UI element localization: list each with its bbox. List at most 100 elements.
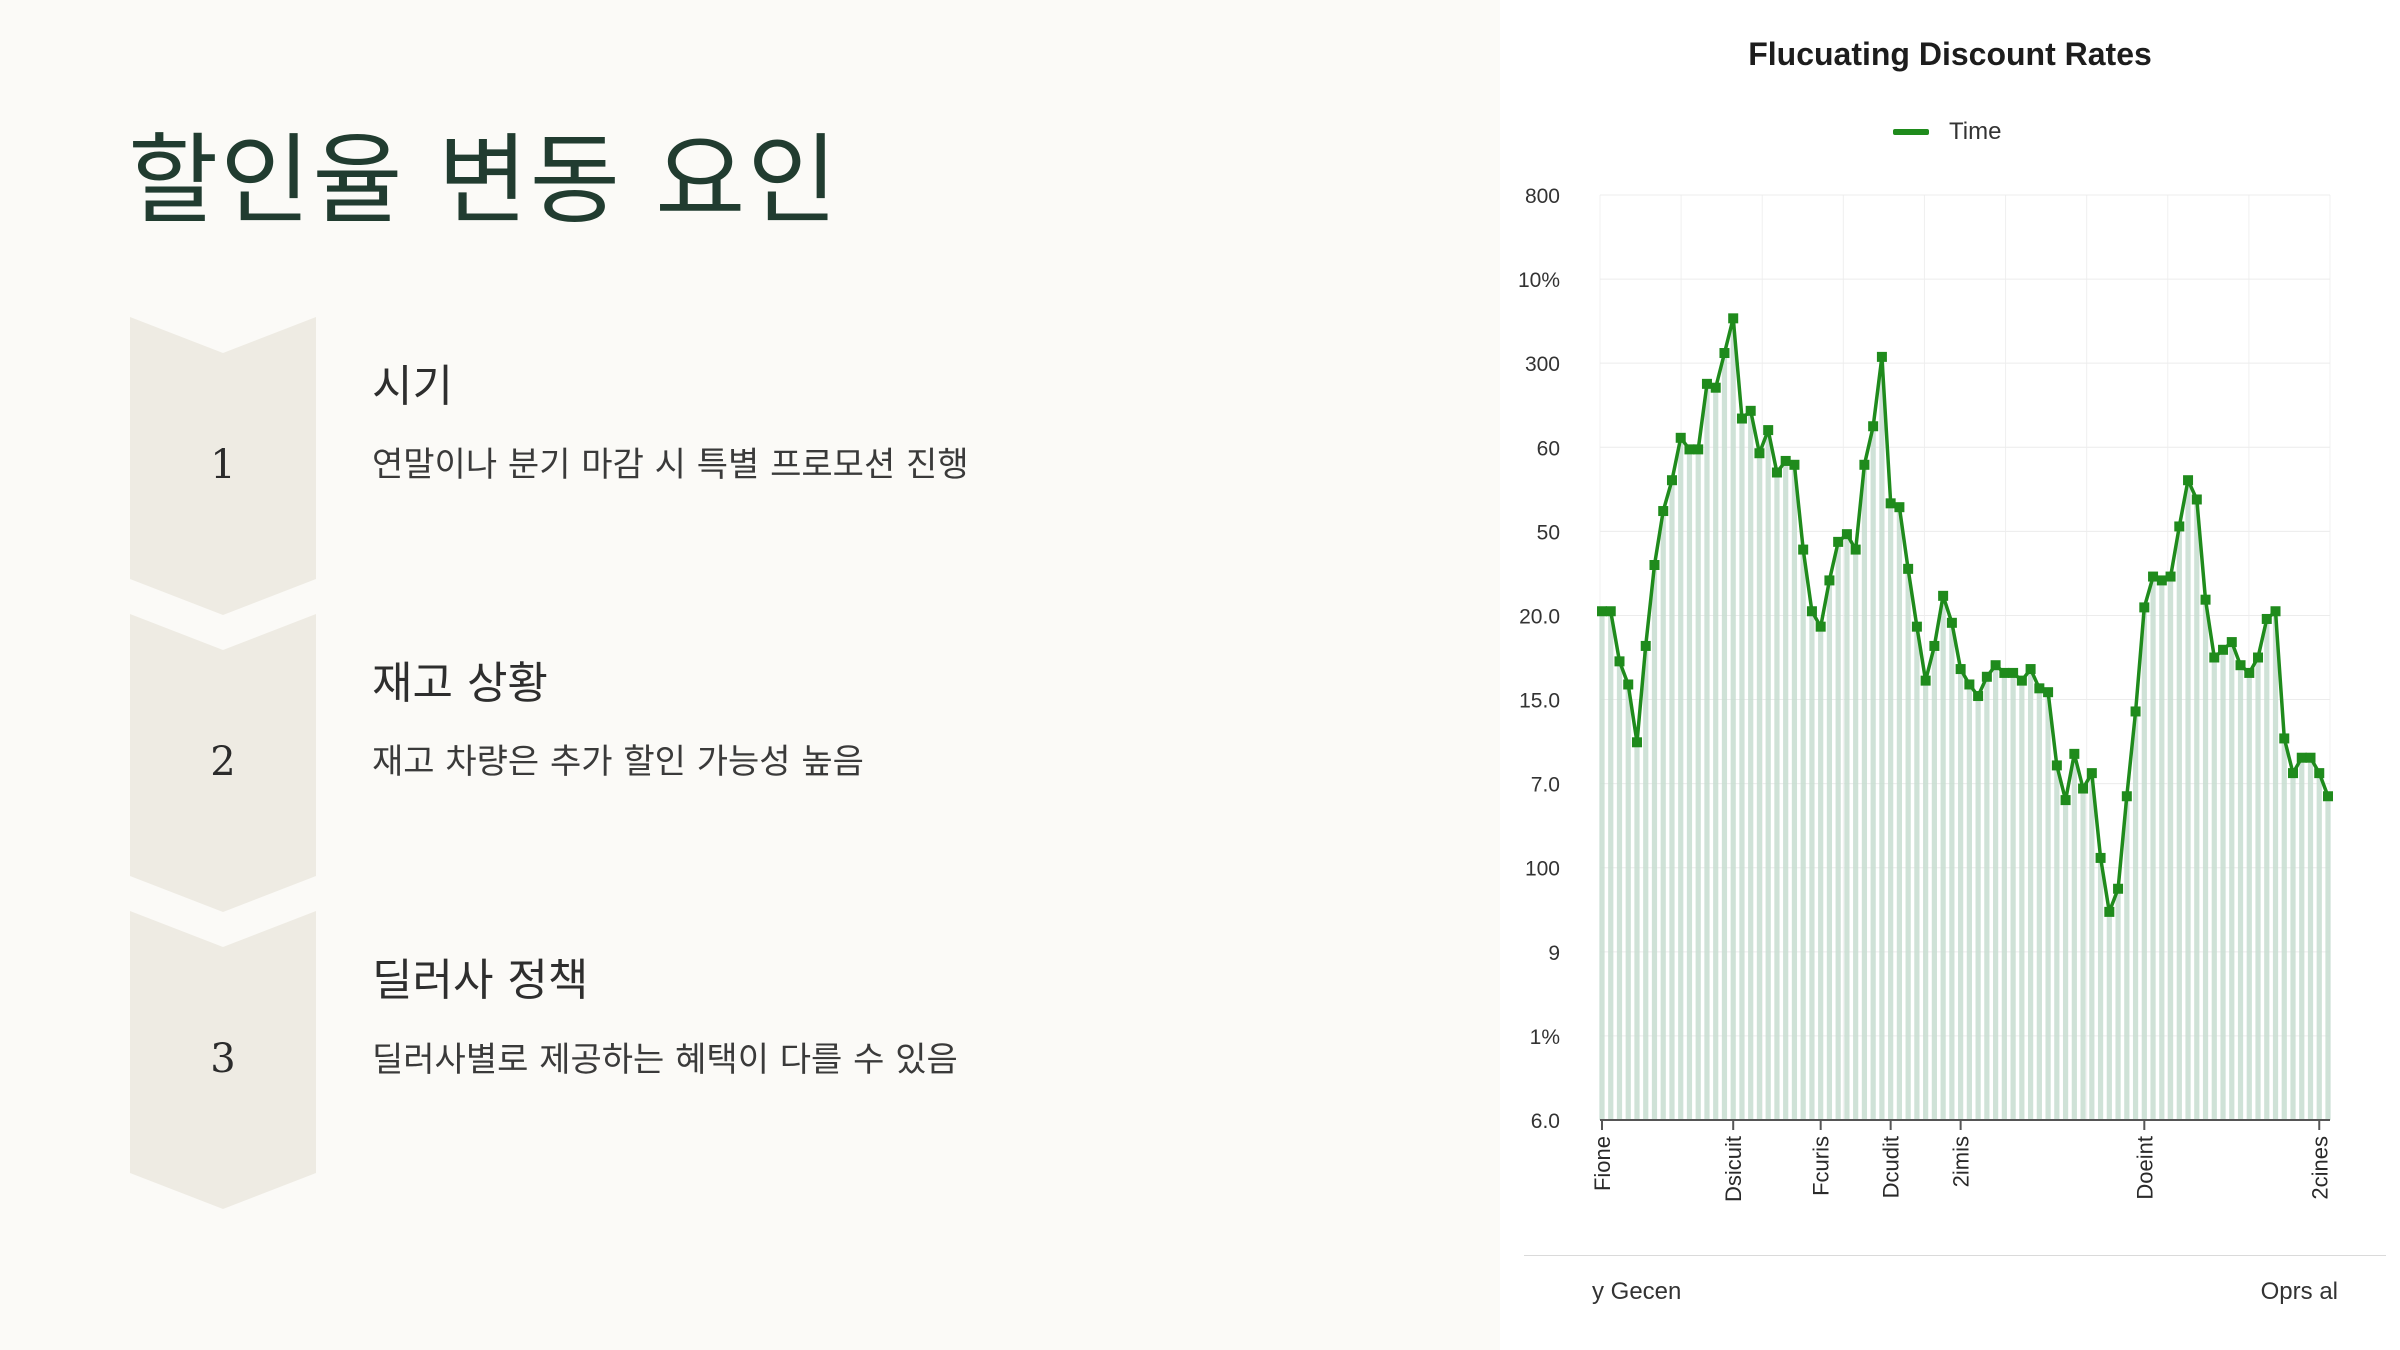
data-point xyxy=(2016,675,2027,686)
area-bar xyxy=(1879,356,1885,1120)
data-point xyxy=(1728,313,1739,324)
data-point xyxy=(1605,606,1616,617)
area-bar xyxy=(2054,765,2060,1120)
area-bar xyxy=(1861,464,1868,1121)
data-point xyxy=(1780,455,1791,466)
data-point xyxy=(2323,791,2333,802)
area-bar xyxy=(1608,611,1614,1120)
data-point xyxy=(1597,606,1607,617)
area-bar xyxy=(1669,480,1675,1120)
data-point xyxy=(1701,378,1712,389)
data-point xyxy=(1771,467,1782,478)
step-1-chevron xyxy=(130,317,316,615)
line-chart: 800 10% 300 60 50 20.0 15.0 7.0 100 9 1% 6.0 Fione Ds… xyxy=(1518,185,2333,1202)
area-bar xyxy=(1634,742,1640,1120)
data-point xyxy=(1675,432,1686,443)
data-point xyxy=(1929,640,1940,651)
area-bar xyxy=(1739,418,1745,1121)
data-point xyxy=(1649,560,1660,570)
data-point xyxy=(1876,351,1887,362)
area-bar xyxy=(1599,611,1605,1120)
data-point xyxy=(1623,679,1634,690)
data-point xyxy=(2305,752,2316,763)
data-point xyxy=(2113,883,2124,894)
y-tick-label: 100 xyxy=(1525,858,1560,881)
step-1-title: 시기 xyxy=(372,361,453,412)
data-point xyxy=(1789,459,1800,470)
y-tick-label: 9 xyxy=(1548,942,1560,965)
data-point xyxy=(2270,606,2281,617)
area-bar xyxy=(2045,692,2051,1120)
area-bar xyxy=(1826,580,1833,1120)
y-tick-label: 6.0 xyxy=(1531,1110,1560,1133)
area-bar xyxy=(2325,796,2331,1120)
data-point xyxy=(1745,405,1756,416)
area-bar xyxy=(1686,449,1693,1120)
area-bar xyxy=(1660,511,1666,1121)
data-point xyxy=(2165,571,2176,582)
data-point xyxy=(1798,544,1809,555)
data-point xyxy=(2209,652,2220,663)
data-point xyxy=(2086,768,2097,779)
data-point xyxy=(2288,768,2299,779)
y-tick-label: 10% xyxy=(1518,269,1560,292)
area-bar xyxy=(2141,607,2147,1120)
data-point xyxy=(1684,444,1695,455)
data-point xyxy=(1850,544,1861,555)
x-tick-label: Dsicuit xyxy=(1721,1136,1746,1202)
data-point xyxy=(1640,640,1651,651)
area-bar xyxy=(1984,676,1990,1120)
data-point xyxy=(1710,382,1721,393)
data-point xyxy=(1658,506,1669,517)
data-point xyxy=(1666,475,1677,486)
area-bar xyxy=(2202,599,2209,1120)
y-tick-label: 20.0 xyxy=(1519,605,1560,628)
data-point xyxy=(1631,737,1642,748)
area-bar xyxy=(1905,568,1911,1120)
area-bar xyxy=(2246,672,2252,1120)
area-bar xyxy=(1678,437,1684,1120)
data-point xyxy=(1981,671,1992,682)
data-point xyxy=(1990,660,2001,671)
area-bar xyxy=(2150,576,2156,1120)
area-bar xyxy=(2185,480,2191,1120)
area-bar xyxy=(2097,857,2104,1120)
area-bar xyxy=(1809,611,1815,1120)
step-3-number: 3 xyxy=(210,1036,236,1082)
data-point xyxy=(1719,348,1730,359)
data-point xyxy=(1754,448,1765,459)
data-point xyxy=(2296,752,2307,763)
data-point xyxy=(2183,475,2194,486)
data-point xyxy=(2148,571,2159,582)
data-point xyxy=(1903,563,1914,574)
x-tick-label: 2cines xyxy=(2307,1136,2332,1200)
area-bar xyxy=(2036,688,2042,1120)
data-point xyxy=(1894,502,1905,513)
area-bar xyxy=(1914,626,1920,1120)
data-point xyxy=(2121,791,2132,802)
data-point xyxy=(2008,667,2019,678)
area-bar xyxy=(1765,430,1771,1121)
area-bar xyxy=(2299,757,2305,1120)
footer-divider xyxy=(1524,1255,2386,1256)
data-point xyxy=(1815,621,1826,632)
data-point xyxy=(1693,444,1704,455)
chart-panel: 800 10% 300 60 50 20.0 15.0 7.0 100 9 1% 6.0 Fione Ds… xyxy=(1500,0,2400,1350)
slide-title: 할인율 변동 요인 xyxy=(128,124,840,238)
area-bar xyxy=(2220,649,2226,1120)
area-bar xyxy=(2307,757,2314,1120)
data-point xyxy=(2095,852,2106,863)
slide-text-panel: 할인율 변동 요인 1 시기 연말이나 분기 마감 시 특별 프로모션 진행 2… xyxy=(128,124,969,1209)
area-bar xyxy=(2019,680,2025,1120)
data-point xyxy=(2253,652,2264,663)
area-bar xyxy=(1800,549,1806,1120)
data-point xyxy=(2043,687,2054,698)
area-bar xyxy=(2132,711,2139,1120)
area-bar xyxy=(1748,410,1754,1120)
area-bar xyxy=(1713,387,1719,1120)
area-bar xyxy=(1730,318,1736,1120)
area-bar xyxy=(1774,472,1780,1120)
data-point xyxy=(1824,575,1835,586)
area-bar xyxy=(1940,595,1946,1120)
area-bar xyxy=(1853,549,1859,1120)
